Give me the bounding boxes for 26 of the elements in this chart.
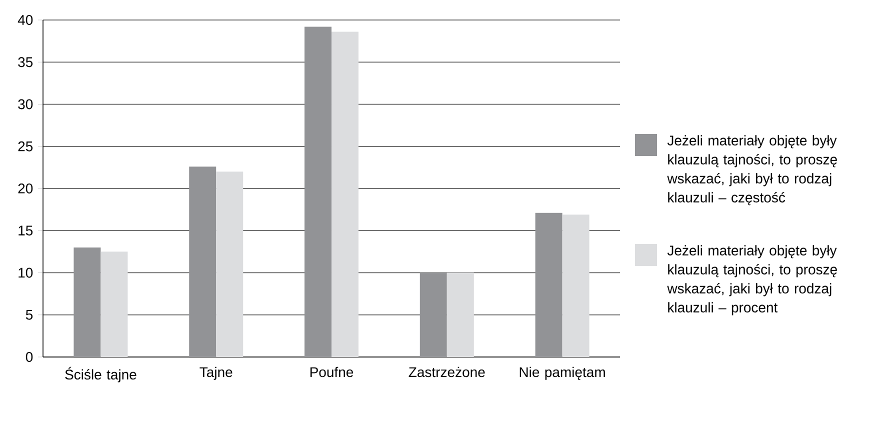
y-tick-label: 5 <box>26 310 33 320</box>
x-tick-label: Tajne <box>200 366 232 380</box>
x-tick-label: Ściśle tajne <box>65 366 136 382</box>
bar <box>189 166 216 357</box>
bar <box>74 247 101 357</box>
y-tick-label: 40 <box>18 15 33 25</box>
x-tick-label: Nie pamiętam <box>520 366 605 380</box>
x-tick-label: Poufne <box>310 366 354 378</box>
bar <box>216 172 244 357</box>
bar <box>332 32 359 357</box>
y-tick-label: 35 <box>18 57 33 68</box>
y-tick-label: 15 <box>18 226 33 236</box>
bar <box>100 252 128 357</box>
y-tick-label: 0 <box>26 352 33 362</box>
x-tick-label: Zastrzeżone <box>408 366 485 378</box>
bar <box>304 26 332 357</box>
bar <box>535 212 562 357</box>
y-tick-label: 10 <box>18 268 33 278</box>
legend-label: Jeżeli materiały objęte były klauzulą tajności, to proszę wskazać, jaki był to rodzaj klauzuli – procent <box>667 245 837 316</box>
y-tick-label: 20 <box>18 184 33 194</box>
y-tick-label: 25 <box>18 141 33 152</box>
bar <box>562 214 590 357</box>
bar <box>420 272 447 357</box>
bar <box>446 272 474 357</box>
legend-label: Jeżeli materiały objęte były klauzulą tajności, to proszę wskazać, jaki był to rodzaj klauzuli – częstość <box>667 135 837 206</box>
y-tick-label: 30 <box>18 99 33 110</box>
